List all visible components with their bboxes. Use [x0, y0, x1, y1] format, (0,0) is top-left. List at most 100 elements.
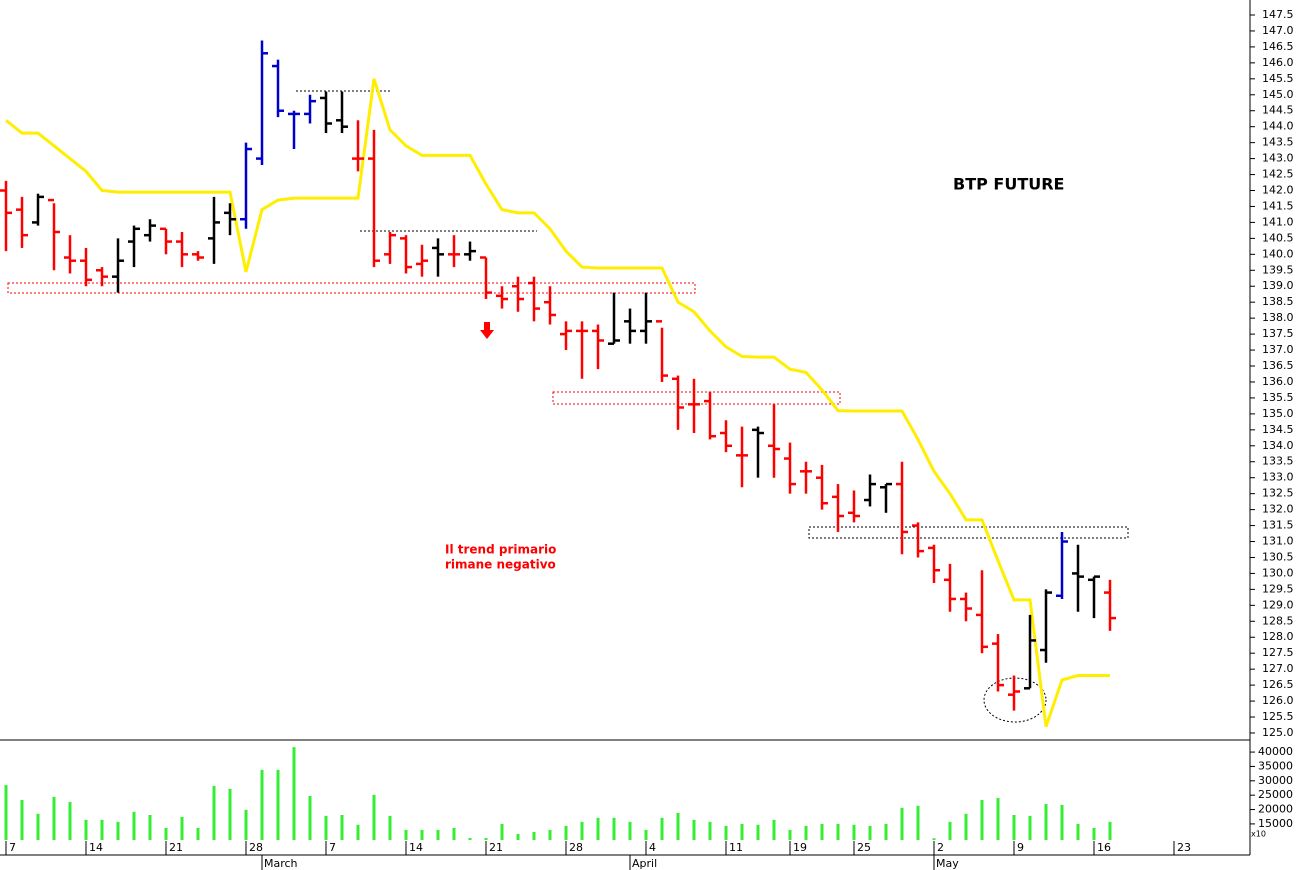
- volume-bar: [276, 769, 280, 840]
- volume-bar: [724, 825, 728, 840]
- volume-bar: [660, 817, 664, 840]
- y-tick-label: 140.5: [1262, 231, 1294, 244]
- volume-bar: [676, 812, 680, 840]
- x-tick-label: 4: [649, 841, 656, 854]
- volume-bar: [196, 827, 200, 840]
- volume-bar: [852, 824, 856, 840]
- x-tick-label: 7: [9, 841, 16, 854]
- volume-tick-label: 35000: [1258, 759, 1293, 772]
- volume-bar: [340, 815, 344, 840]
- y-tick-label: 145.0: [1262, 88, 1294, 101]
- volume-bar: [420, 829, 424, 840]
- volume-bar: [68, 802, 72, 840]
- x-tick-label: 7: [329, 841, 336, 854]
- x-tick-label: 28: [569, 841, 583, 854]
- x-tick-label: 21: [489, 841, 503, 854]
- volume-bar: [820, 823, 824, 840]
- y-tick-label: 137.5: [1262, 327, 1294, 340]
- y-tick-label: 147.0: [1262, 24, 1294, 37]
- y-tick-label: 129.5: [1262, 582, 1294, 595]
- volume-bar: [740, 823, 744, 840]
- volume-bar: [644, 829, 648, 840]
- y-tick-label: 135.0: [1262, 407, 1294, 420]
- volume-bar: [212, 785, 216, 840]
- y-tick-label: 139.5: [1262, 263, 1294, 276]
- volume-bar: [36, 813, 40, 840]
- volume-bar: [756, 824, 760, 840]
- volume-bar: [180, 817, 184, 840]
- volume-bar: [164, 827, 168, 840]
- volume-bar: [244, 809, 248, 840]
- volume-tick-label: 30000: [1258, 774, 1293, 787]
- volume-bar: [932, 838, 936, 840]
- volume-bar: [612, 817, 616, 840]
- x-tick-label: 2: [937, 841, 944, 854]
- month-label: March: [264, 857, 298, 870]
- volume-bar: [260, 769, 264, 840]
- volume-bar: [692, 819, 696, 840]
- x-tick-label: 9: [1017, 841, 1024, 854]
- y-tick-label: 145.5: [1262, 72, 1294, 85]
- volume-bar: [836, 823, 840, 840]
- volume-bar: [132, 811, 136, 840]
- y-tick-label: 126.5: [1262, 678, 1294, 691]
- y-tick-label: 135.5: [1262, 391, 1294, 404]
- volume-bar: [1012, 815, 1016, 840]
- volume-bar: [100, 819, 104, 840]
- volume-bar: [804, 825, 808, 840]
- volume-bar: [84, 819, 88, 840]
- volume-bar: [356, 824, 360, 840]
- y-tick-label: 143.5: [1262, 136, 1294, 149]
- y-tick-label: 141.0: [1262, 215, 1294, 228]
- volume-bar: [452, 827, 456, 840]
- volume-bar: [1108, 821, 1112, 840]
- y-tick-label: 146.0: [1262, 56, 1294, 69]
- x-tick-label: 25: [857, 841, 871, 854]
- volume-scale-label: x10: [1251, 830, 1266, 839]
- volume-bar: [4, 785, 8, 840]
- volume-bar: [116, 821, 120, 840]
- x-tick-label: 11: [729, 841, 743, 854]
- y-tick-label: 128.0: [1262, 630, 1294, 643]
- support-boxes: [7, 90, 1129, 723]
- volume-bar: [900, 807, 904, 840]
- volume-tick-label: 25000: [1258, 788, 1293, 801]
- volume-bar: [948, 821, 952, 840]
- y-tick-label: 126.0: [1262, 694, 1294, 707]
- y-tick-label: 130.5: [1262, 550, 1294, 563]
- volume-bar: [516, 833, 520, 840]
- support-box: [7, 282, 696, 294]
- y-tick-label: 132.0: [1262, 503, 1294, 516]
- volume-bar: [996, 798, 1000, 840]
- y-tick-label: 147.5: [1262, 8, 1294, 21]
- support-box: [552, 391, 841, 405]
- x-tick-label: 16: [1097, 841, 1111, 854]
- volume-tick-label: 15000: [1258, 817, 1293, 830]
- y-tick-label: 140.0: [1262, 247, 1294, 260]
- month-label: May: [936, 857, 959, 870]
- volume-bar: [788, 829, 792, 840]
- volume-bar: [228, 788, 232, 840]
- volume-bar: [468, 837, 472, 840]
- y-tick-label: 138.0: [1262, 311, 1294, 324]
- volume-bar: [772, 819, 776, 840]
- volume-bar: [916, 805, 920, 840]
- volume-bar: [1092, 827, 1096, 840]
- y-tick-label: 134.5: [1262, 423, 1294, 436]
- y-tick-label: 136.5: [1262, 359, 1294, 372]
- y-tick-label: 144.0: [1262, 120, 1294, 133]
- volume-bar: [388, 815, 392, 840]
- month-label: April: [632, 857, 657, 870]
- y-tick-label: 130.0: [1262, 566, 1294, 579]
- volume-bar: [708, 821, 712, 840]
- volume-bar: [868, 825, 872, 840]
- volume-bar: [964, 813, 968, 840]
- y-tick-label: 131.5: [1262, 519, 1294, 532]
- volume-bar: [596, 817, 600, 840]
- down-arrow: [480, 322, 494, 339]
- volume-bar: [20, 800, 24, 840]
- x-tick-label: 21: [169, 841, 183, 854]
- volume-bar: [292, 747, 296, 840]
- volume-bar: [1028, 815, 1032, 840]
- volume-bar: [980, 800, 984, 840]
